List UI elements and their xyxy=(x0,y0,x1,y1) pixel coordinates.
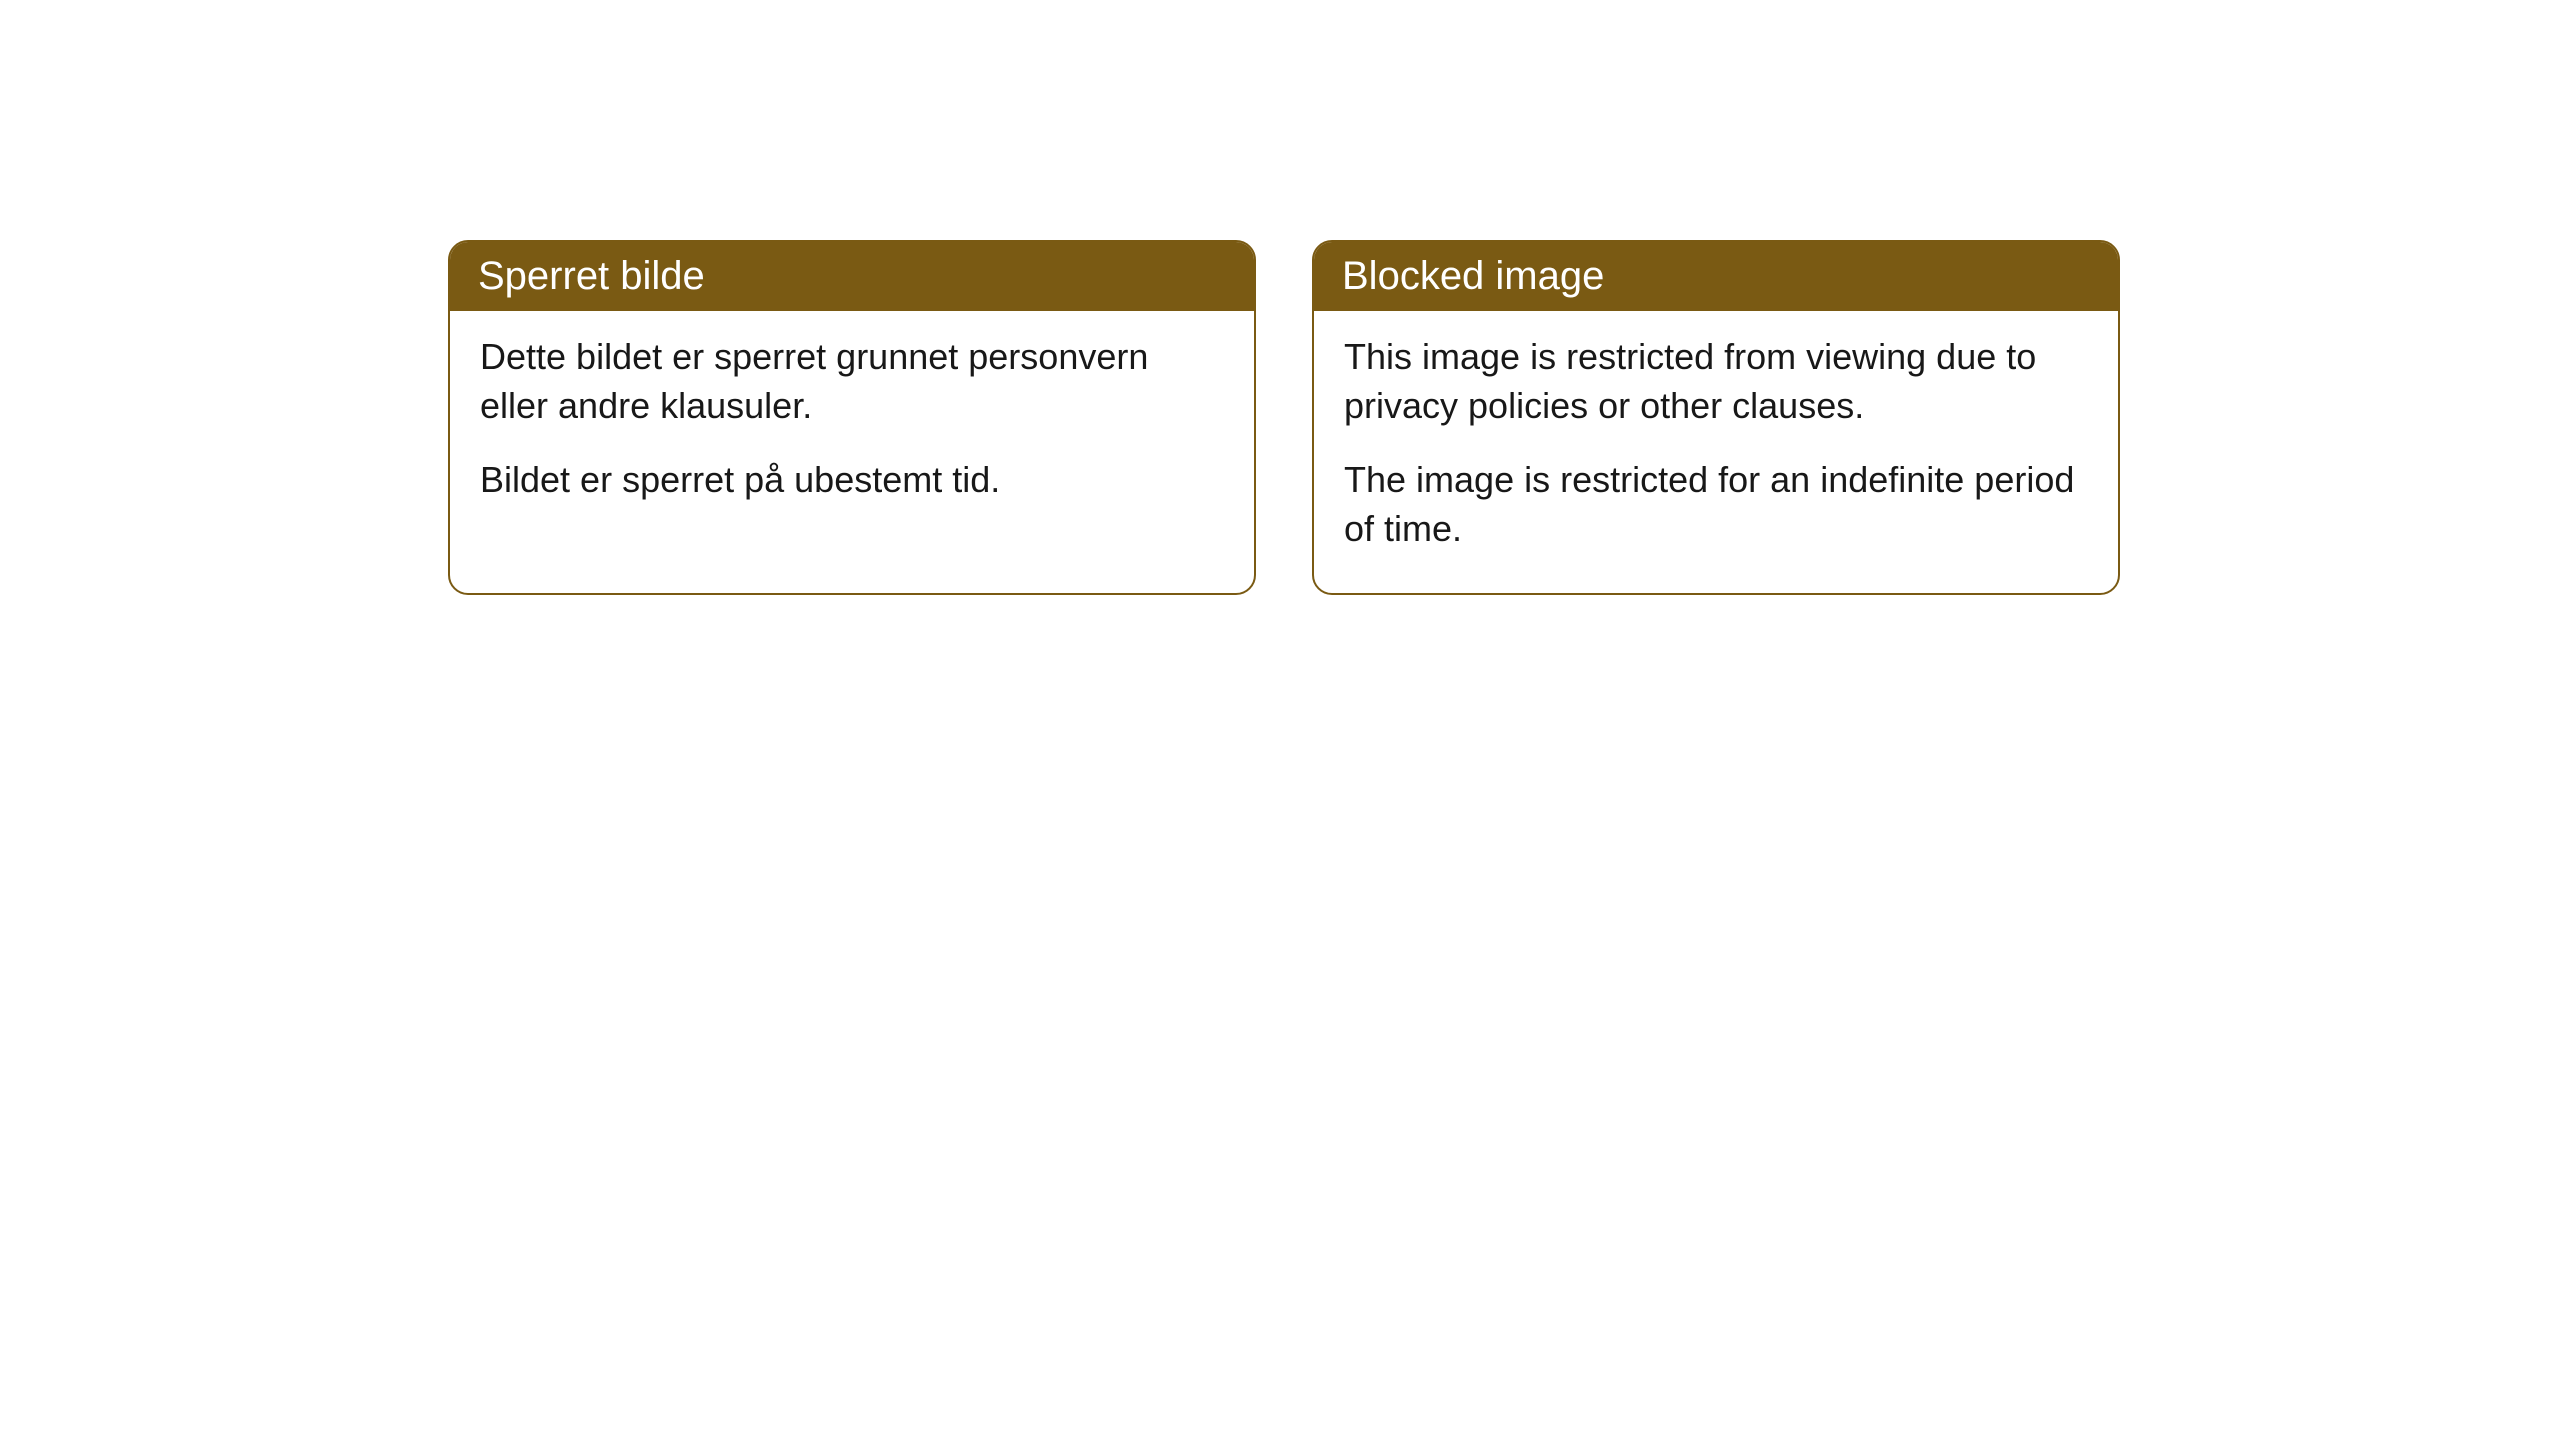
card-body-norwegian: Dette bildet er sperret grunnet personve… xyxy=(450,311,1254,545)
card-title-english: Blocked image xyxy=(1342,254,1604,298)
card-title-norwegian: Sperret bilde xyxy=(478,254,705,298)
card-header-norwegian: Sperret bilde xyxy=(450,242,1254,311)
blocked-image-card-norwegian: Sperret bilde Dette bildet er sperret gr… xyxy=(448,240,1256,595)
card-paragraph-norwegian-1: Dette bildet er sperret grunnet personve… xyxy=(480,333,1224,430)
card-paragraph-english-1: This image is restricted from viewing du… xyxy=(1344,333,2088,430)
card-body-english: This image is restricted from viewing du… xyxy=(1314,311,2118,593)
card-paragraph-norwegian-2: Bildet er sperret på ubestemt tid. xyxy=(480,456,1224,505)
card-paragraph-english-2: The image is restricted for an indefinit… xyxy=(1344,456,2088,553)
notice-cards-container: Sperret bilde Dette bildet er sperret gr… xyxy=(448,240,2120,595)
blocked-image-card-english: Blocked image This image is restricted f… xyxy=(1312,240,2120,595)
card-header-english: Blocked image xyxy=(1314,242,2118,311)
